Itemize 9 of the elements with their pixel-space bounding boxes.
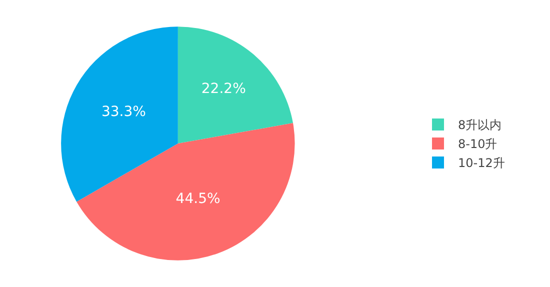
pie-slice	[76, 123, 295, 260]
legend-label: 10-12升	[458, 156, 505, 170]
pie-slice	[61, 26, 178, 202]
data-label: 22.2%	[201, 80, 246, 97]
legend-label: 8升以内	[458, 118, 502, 132]
data-label: 44.5%	[176, 190, 220, 207]
pie-slice	[178, 26, 293, 144]
legend-label: 8-10升	[458, 137, 498, 152]
data-label: 33.3%	[101, 104, 146, 120]
